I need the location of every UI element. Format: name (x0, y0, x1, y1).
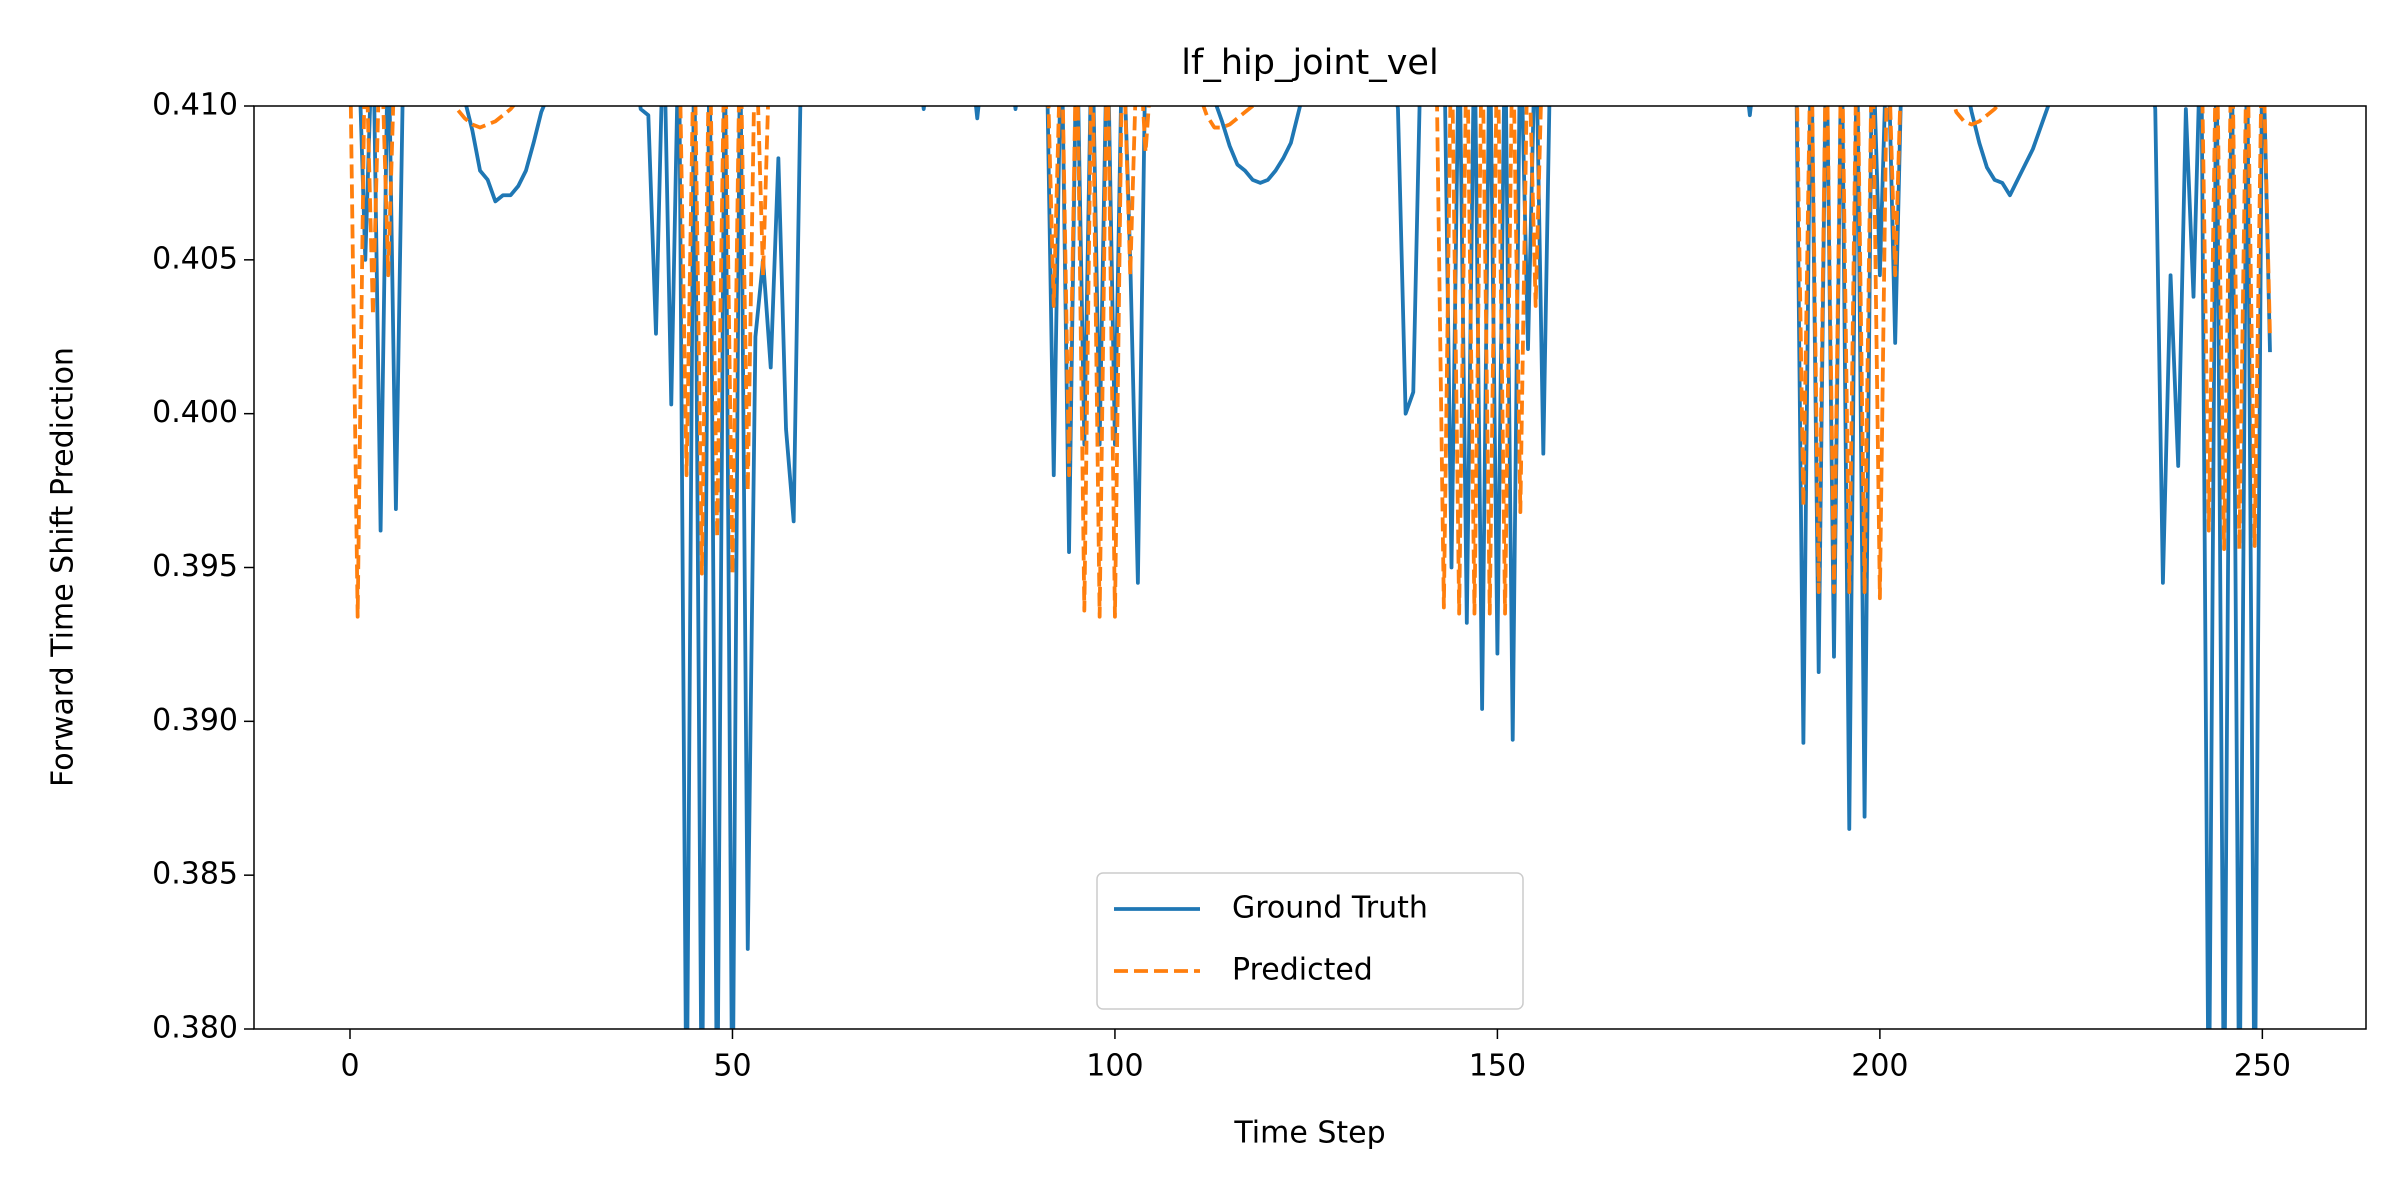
plot-frame (253, 105, 2367, 1030)
x-tick-label: 200 (1851, 1049, 1908, 1084)
y-tick-label: 0.400 (152, 395, 238, 430)
y-axis-label: Forward Time Shift Prediction (46, 347, 81, 787)
y-tick-label: 0.410 (152, 88, 238, 123)
y-tick-label: 0.395 (152, 549, 238, 584)
x-tick-label: 150 (1469, 1049, 1526, 1084)
y-tick-label: 0.385 (152, 857, 238, 892)
data-line (358, 106, 2272, 1029)
x-tick-label: 100 (1086, 1049, 1143, 1084)
x-tick-label: 250 (2234, 1049, 2291, 1084)
legend-label: Ground Truth (1232, 891, 1428, 926)
y-tick-label: 0.380 (152, 1011, 238, 1046)
x-tick-label: 50 (713, 1049, 751, 1084)
x-axis-label: Time Step (1233, 1116, 1385, 1151)
y-tick-label: 0.405 (152, 241, 238, 276)
chart-title: lf_hip_joint_vel (1181, 43, 1438, 83)
y-tick-label: 0.390 (152, 703, 238, 738)
legend-label: Predicted (1232, 953, 1373, 988)
x-tick-label: 0 (340, 1049, 359, 1084)
legend-box (1096, 872, 1524, 1010)
data-line (348, 106, 2272, 619)
